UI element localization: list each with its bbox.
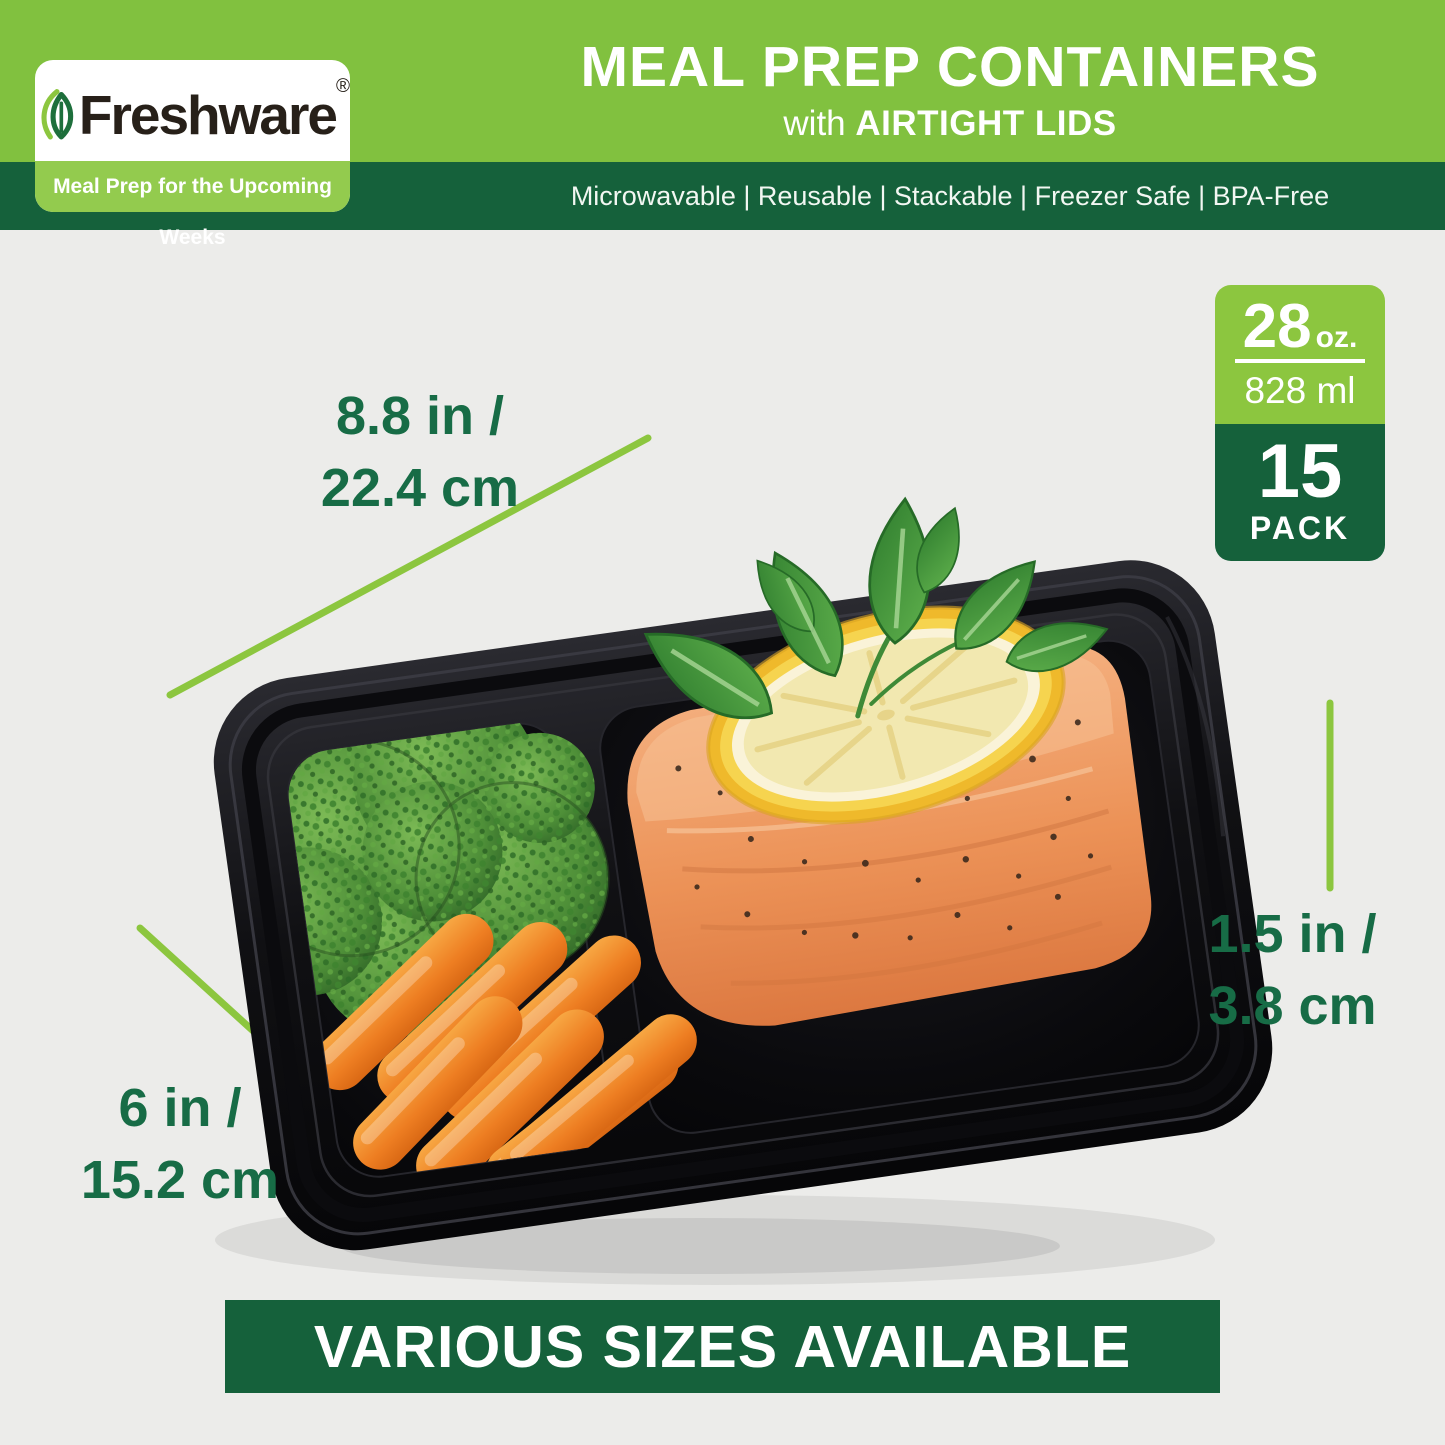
capacity-badge: 28 oz. 828 ml — [1215, 285, 1385, 424]
baby-carrots — [312, 913, 697, 1183]
width-dimension-label: 8.8 in / 22.4 cm — [230, 380, 610, 524]
header: MEAL PREP CONTAINERS with AIRTIGHT LIDS … — [0, 0, 1445, 249]
pack-badge: 15 PACK — [1215, 424, 1385, 562]
height-centimeters: 3.8 cm — [1208, 976, 1377, 1036]
lemon-slice — [706, 605, 1066, 825]
registered-trademark-symbol: ® — [336, 76, 350, 97]
width-centimeters: 22.4 cm — [320, 458, 520, 518]
brand-logo: Freshware ® — [35, 60, 350, 165]
banner-text: VARIOUS SIZES AVAILABLE — [313, 1314, 1132, 1380]
capacity-unit: oz. — [1315, 321, 1358, 354]
page-title: MEAL PREP CONTAINERS — [580, 35, 1320, 99]
capacity-ounces: 28 oz. — [1234, 296, 1366, 363]
feature-list: Microwavable | Reusable | Stackable | Fr… — [570, 181, 1330, 211]
depth-dimension-label: 6 in / 15.2 cm — [20, 1072, 340, 1216]
height-inches: 1.5 in / — [1208, 904, 1377, 964]
height-dimension-label: 1.5 in / 3.8 cm — [1140, 898, 1445, 1042]
header-title-block: MEAL PREP CONTAINERS with AIRTIGHT LIDS — [460, 34, 1440, 144]
capacity-value: 28 — [1242, 292, 1312, 361]
brand-name: Freshware — [78, 83, 338, 146]
capacity-milliliters: 828 ml — [1244, 370, 1356, 411]
width-inches: 8.8 in / — [335, 386, 505, 446]
container-shadow-core — [340, 1218, 1060, 1274]
brand-logo-card: Freshware ® Meal Prep for the Upcoming W… — [35, 60, 350, 249]
subtitle-emphasis: AIRTIGHT LIDS — [855, 104, 1117, 143]
width-dimension-line — [166, 434, 652, 699]
depth-centimeters: 15.2 cm — [80, 1150, 280, 1210]
subtitle-prefix: with — [783, 104, 856, 143]
brand-tagline: Meal Prep for the Upcoming Weeks — [35, 161, 350, 249]
meal-prep-container — [213, 495, 1273, 1251]
pack-label: PACK — [1249, 510, 1351, 547]
freshware-leaf-icon — [41, 88, 74, 139]
page-subtitle: with AIRTIGHT LIDS — [460, 104, 1440, 144]
depth-inches: 6 in / — [118, 1078, 242, 1138]
mint-garnish — [628, 495, 1115, 741]
various-sizes-banner: VARIOUS SIZES AVAILABLE — [225, 1300, 1220, 1393]
pack-count: 15 — [1257, 429, 1343, 514]
capacity-pack-badge: 28 oz. 828 ml 15 PACK — [1215, 285, 1385, 562]
